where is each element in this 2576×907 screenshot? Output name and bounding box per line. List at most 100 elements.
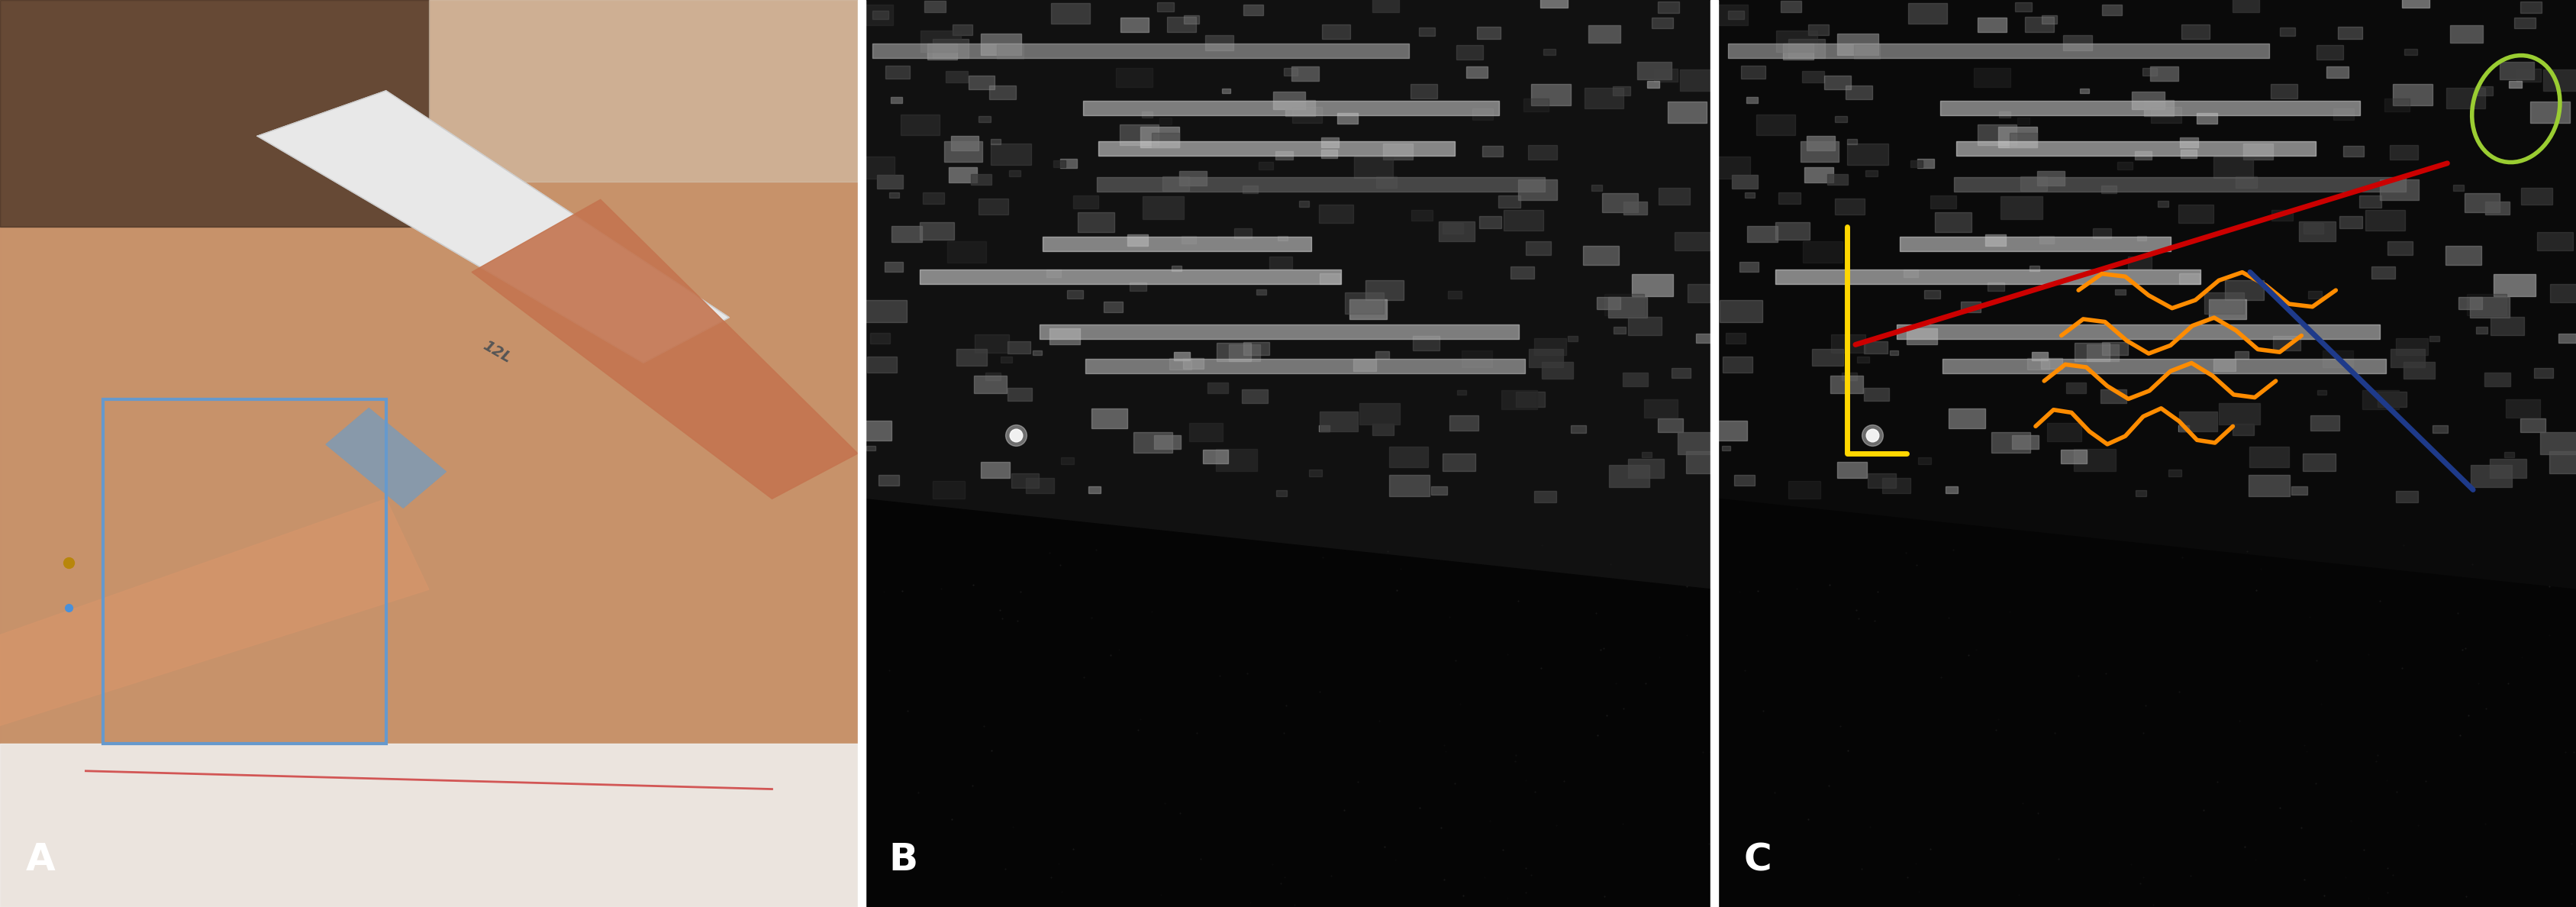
Polygon shape: [1857, 356, 1870, 363]
Polygon shape: [2318, 390, 2326, 395]
Polygon shape: [2316, 45, 2344, 59]
Polygon shape: [891, 226, 922, 242]
Polygon shape: [2535, 368, 2553, 378]
Polygon shape: [2543, 70, 2576, 91]
Polygon shape: [1092, 409, 1128, 428]
Polygon shape: [2519, 1, 2543, 13]
Polygon shape: [925, 1, 945, 13]
Polygon shape: [1584, 88, 1623, 108]
Polygon shape: [1283, 68, 1298, 75]
Polygon shape: [327, 408, 446, 508]
Polygon shape: [2087, 345, 2117, 361]
Polygon shape: [1569, 336, 1579, 341]
Polygon shape: [945, 71, 969, 83]
Polygon shape: [1170, 358, 1193, 370]
Polygon shape: [1376, 176, 1396, 188]
Polygon shape: [1481, 146, 1502, 157]
Polygon shape: [1775, 222, 1811, 240]
Polygon shape: [1847, 85, 1873, 100]
Polygon shape: [1607, 465, 1649, 487]
Polygon shape: [2365, 210, 2403, 230]
Polygon shape: [1350, 299, 1386, 318]
Polygon shape: [1847, 143, 1888, 165]
Polygon shape: [2476, 327, 2488, 334]
Polygon shape: [2504, 452, 2514, 457]
Polygon shape: [2030, 266, 2040, 270]
Polygon shape: [1298, 201, 1309, 207]
Polygon shape: [1654, 69, 1677, 82]
Polygon shape: [1517, 180, 1558, 200]
Polygon shape: [1466, 66, 1489, 78]
Polygon shape: [1947, 409, 1986, 428]
Polygon shape: [2429, 336, 2439, 341]
Polygon shape: [2102, 186, 2117, 193]
Polygon shape: [1182, 358, 1203, 369]
Polygon shape: [2002, 197, 2043, 219]
Polygon shape: [1842, 372, 1857, 380]
Polygon shape: [2179, 425, 2190, 432]
Polygon shape: [1628, 459, 1664, 478]
Polygon shape: [948, 168, 976, 182]
Polygon shape: [1721, 300, 1762, 322]
Polygon shape: [2491, 317, 2524, 335]
Polygon shape: [1780, 1, 1801, 13]
Polygon shape: [1826, 174, 1847, 184]
Polygon shape: [2226, 280, 2264, 300]
Polygon shape: [1157, 3, 1175, 11]
Polygon shape: [1945, 486, 1958, 493]
Polygon shape: [2233, 0, 2259, 12]
Polygon shape: [1133, 432, 1172, 453]
Polygon shape: [1731, 174, 1759, 189]
Polygon shape: [1234, 229, 1252, 238]
Polygon shape: [2509, 81, 2522, 88]
Polygon shape: [2074, 449, 2115, 471]
Polygon shape: [1221, 89, 1231, 93]
Polygon shape: [2401, 0, 2429, 7]
Polygon shape: [1744, 192, 1754, 198]
Polygon shape: [1388, 475, 1430, 496]
Polygon shape: [1002, 356, 1012, 363]
Polygon shape: [2403, 49, 2416, 55]
Polygon shape: [1672, 368, 1690, 378]
Polygon shape: [1607, 297, 1646, 317]
Polygon shape: [1656, 419, 1682, 433]
Polygon shape: [956, 349, 987, 366]
Polygon shape: [1535, 491, 1556, 502]
Polygon shape: [2450, 25, 2483, 43]
Polygon shape: [1473, 109, 1494, 120]
Polygon shape: [1522, 98, 1548, 112]
Polygon shape: [1012, 473, 1038, 488]
Polygon shape: [920, 30, 961, 52]
Polygon shape: [1242, 186, 1257, 193]
Polygon shape: [1904, 269, 1919, 277]
Polygon shape: [945, 141, 981, 161]
Polygon shape: [1103, 302, 1123, 312]
Polygon shape: [2009, 132, 2038, 148]
Polygon shape: [2303, 454, 2336, 472]
Polygon shape: [2032, 352, 2048, 361]
Polygon shape: [1131, 282, 1146, 291]
Polygon shape: [979, 199, 1007, 214]
Polygon shape: [1917, 457, 1929, 464]
Polygon shape: [2344, 146, 2365, 157]
Polygon shape: [1285, 100, 1314, 116]
Polygon shape: [981, 463, 1010, 478]
Polygon shape: [971, 174, 992, 184]
Polygon shape: [1659, 188, 1690, 205]
Polygon shape: [1054, 161, 1066, 167]
Polygon shape: [1643, 399, 1677, 417]
Polygon shape: [2179, 273, 2200, 284]
Polygon shape: [1535, 338, 1566, 356]
Polygon shape: [2519, 419, 2545, 433]
Polygon shape: [1973, 68, 2009, 87]
Polygon shape: [1046, 269, 1061, 277]
Polygon shape: [927, 44, 958, 59]
Polygon shape: [1319, 204, 1352, 223]
Polygon shape: [2027, 358, 2050, 370]
Polygon shape: [1991, 432, 2030, 453]
Polygon shape: [853, 5, 894, 25]
Polygon shape: [1708, 420, 1747, 441]
Polygon shape: [1708, 157, 1749, 179]
Polygon shape: [1319, 273, 1340, 284]
Polygon shape: [1061, 159, 1077, 168]
